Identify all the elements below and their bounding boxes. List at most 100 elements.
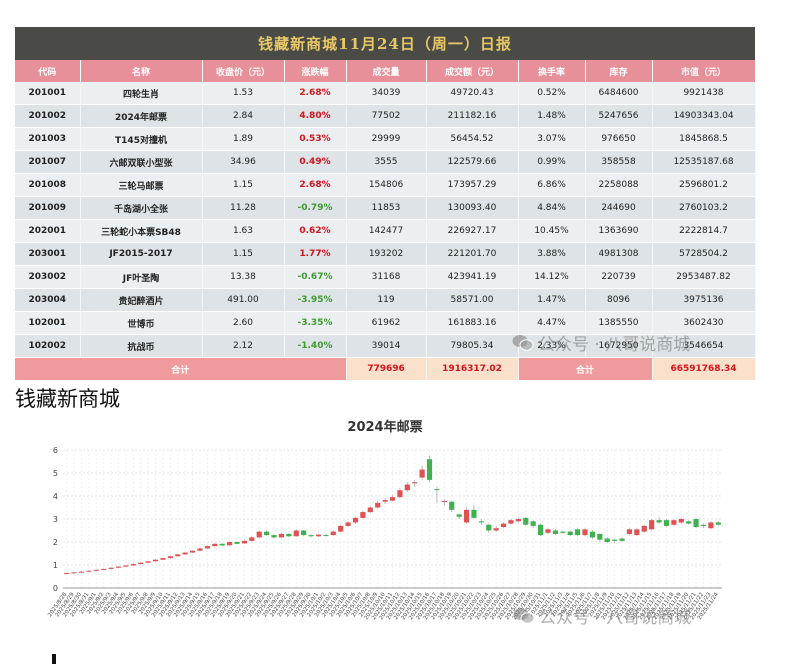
cell-change: -0.67% <box>284 265 347 289</box>
table-row[interactable]: 102001 世博币 2.60 -3.35% 61962 161883.16 4.47% 13… <box>15 311 756 335</box>
candle-body <box>315 534 322 537</box>
cell-mcap: 2222814.7 <box>652 219 756 243</box>
cell-change: 4.80% <box>284 104 347 128</box>
total-volume: 779696 <box>346 357 427 381</box>
y-tick-label: 2 <box>53 538 58 547</box>
column-header[interactable]: 换手率 <box>518 60 586 82</box>
candle-body <box>64 573 70 575</box>
total-label-2: 合计 <box>518 357 653 381</box>
watermark-text: 公众号 · 八哥说商城 <box>539 608 692 628</box>
candle-body <box>145 561 151 563</box>
table-row[interactable]: 203002 JF叶圣陶 13.38 -0.67% 31168 423941.19 14.1… <box>15 265 756 289</box>
column-header[interactable]: 代码 <box>15 60 81 82</box>
candle-body <box>500 523 507 528</box>
candle-body <box>241 540 248 544</box>
cell-name: 千岛湖小全张 <box>80 196 203 220</box>
cell-close: 2.12 <box>202 334 285 358</box>
cell-name: T145对撞机 <box>80 127 203 151</box>
cell-code: 201003 <box>15 127 81 151</box>
cell-mcap: 9921438 <box>652 82 756 105</box>
column-header[interactable]: 收盘价（元） <box>202 60 285 82</box>
candle-body <box>656 520 662 523</box>
cell-stock: 358558 <box>585 150 653 174</box>
chart-candles <box>64 455 721 575</box>
cell-close: 11.28 <box>202 196 285 220</box>
cell-amount: 130093.40 <box>426 196 519 220</box>
candle-body <box>278 533 285 538</box>
cell-amount: 79805.34 <box>426 334 519 358</box>
cell-close: 13.38 <box>202 265 285 289</box>
candle-body <box>338 525 344 532</box>
cell-amount: 226927.17 <box>426 219 519 243</box>
cell-stock: 1672950 <box>585 334 653 358</box>
cell-mcap: 5728504.2 <box>652 242 756 266</box>
table-row[interactable]: 201001 四轮生肖 1.53 2.68% 34039 49720.43 0.52% 648… <box>15 82 756 105</box>
cell-close: 34.96 <box>202 150 285 174</box>
y-tick-label: 4 <box>53 492 58 501</box>
candle-body <box>634 529 640 536</box>
y-tick-label: 3 <box>53 515 58 524</box>
column-header[interactable]: 市值（元） <box>652 60 756 82</box>
cell-volume: 119 <box>346 288 427 312</box>
candle-body <box>382 500 388 502</box>
table-row[interactable]: 203001 JF2015-2017 1.15 1.77% 193202 221201.7… <box>15 242 756 266</box>
cell-mcap: 1845868.5 <box>652 127 756 151</box>
candle-body <box>167 556 173 559</box>
table-row[interactable]: 201008 三轮马邮票 1.15 2.68% 154806 173957.29 6.86%… <box>15 173 756 197</box>
cell-turnover: 3.07% <box>518 127 586 151</box>
cell-close: 2.84 <box>202 104 285 128</box>
table-row[interactable]: 203004 贵妃醉酒片 491.00 -3.95% 119 58571.00 1.47% 8… <box>15 288 756 312</box>
table-row[interactable]: 201007 六邮双联小型张 34.96 0.49% 3555 122579.66 0.99… <box>15 150 756 174</box>
candle-body <box>227 542 233 546</box>
candle-body <box>537 524 544 536</box>
candle-body <box>204 546 210 549</box>
column-header[interactable]: 成交量 <box>346 60 427 82</box>
cell-mcap: 2760103.2 <box>652 196 756 220</box>
cell-change: -3.35% <box>284 311 347 335</box>
table-row[interactable]: 201009 千岛湖小全张 11.28 -0.79% 11853 130093.40 4.8… <box>15 196 756 220</box>
cell-mcap: 3602430 <box>652 311 756 335</box>
table-row[interactable]: 201003 T145对撞机 1.89 0.53% 29999 56454.52 3.07%… <box>15 127 756 151</box>
candle-body <box>486 524 492 531</box>
cell-code: 203002 <box>15 265 81 289</box>
y-tick-label: 1 <box>53 561 58 570</box>
cell-volume: 154806 <box>346 173 427 197</box>
report-title: 钱藏新商城11月24日（周一）日报 <box>15 27 755 60</box>
column-header[interactable]: 成交额（元） <box>426 60 519 82</box>
total-row: 合计 779696 1916317.02 合计 66591768.34 <box>15 357 756 381</box>
candle-body <box>604 538 610 542</box>
cell-name: 贵妃醉酒片 <box>80 288 203 312</box>
candle-body <box>530 521 536 526</box>
table-row[interactable]: 202001 三轮蛇小本票SB48 1.63 0.62% 142477 226927.17… <box>15 219 756 243</box>
candle-body <box>649 520 655 530</box>
cell-volume: 11853 <box>346 196 427 220</box>
candle-body <box>160 558 166 560</box>
candle-body <box>212 543 218 547</box>
cell-turnover: 0.99% <box>518 150 586 174</box>
cell-amount: 211182.16 <box>426 104 519 128</box>
cell-amount: 221201.70 <box>426 242 519 266</box>
candle-body <box>249 537 255 541</box>
cell-close: 1.15 <box>202 242 285 266</box>
cell-turnover: 6.86% <box>518 173 586 197</box>
table-row[interactable]: 102002 抗战币 2.12 -1.40% 39014 79805.34 2.33% 167… <box>15 334 756 358</box>
candle-body <box>189 550 196 553</box>
candle-body <box>508 520 514 524</box>
y-tick-label: 5 <box>53 469 58 478</box>
cell-close: 1.53 <box>202 82 285 105</box>
cell-amount: 56454.52 <box>426 127 519 151</box>
table-row[interactable]: 201002 2024年邮票 2.84 4.80% 77502 211182.16 1.48… <box>15 104 756 128</box>
candle-body <box>234 542 240 544</box>
candle-body <box>700 524 707 526</box>
candle-body <box>449 501 455 510</box>
candle-body <box>641 525 647 532</box>
cell-name: 世博币 <box>80 311 203 335</box>
cell-change: -1.40% <box>284 334 347 358</box>
cell-close: 1.89 <box>202 127 285 151</box>
column-header[interactable]: 名称 <box>80 60 203 82</box>
column-header[interactable]: 库存 <box>585 60 653 82</box>
chart-axes: 01234562025/8/282025/8/292025/8/302025/8… <box>47 446 722 621</box>
column-header[interactable]: 涨跌幅 <box>284 60 347 82</box>
cell-mcap: 3546654 <box>652 334 756 358</box>
candle-body <box>589 531 596 538</box>
